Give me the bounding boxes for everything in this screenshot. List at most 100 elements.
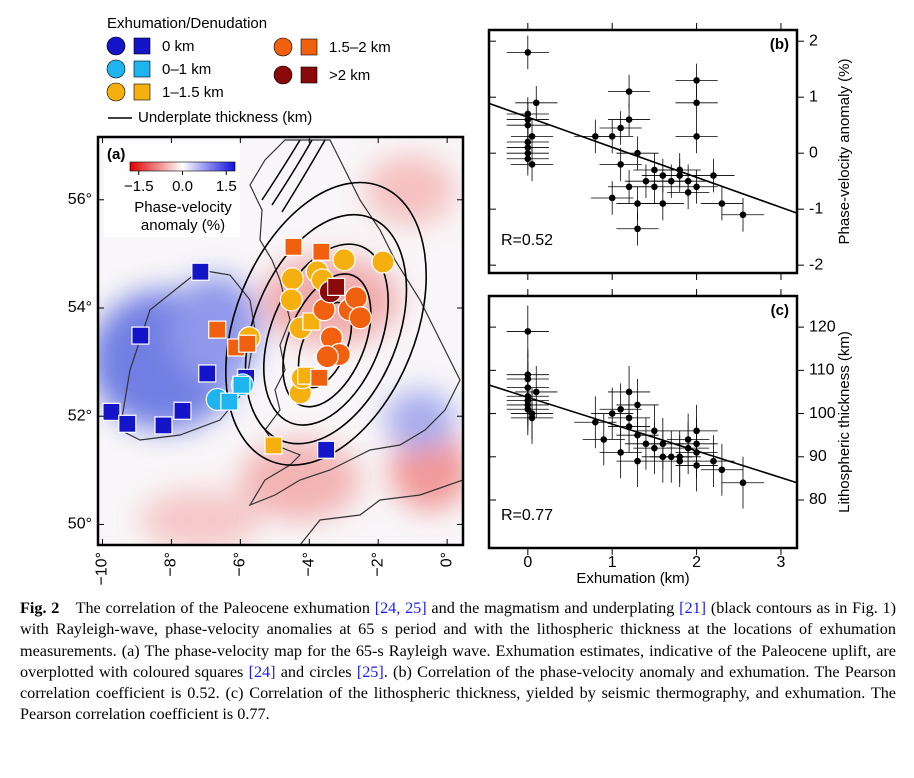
site-square xyxy=(118,414,137,433)
site-square xyxy=(191,262,210,281)
site-square xyxy=(327,277,346,296)
lon-tick-label: −4° xyxy=(300,552,317,577)
point xyxy=(625,183,633,191)
legend-square xyxy=(133,60,151,78)
point xyxy=(608,410,616,417)
point xyxy=(625,116,633,123)
point xyxy=(608,194,616,202)
y-tick-label: 90 xyxy=(809,448,827,465)
legend-label: 1.5–2 km xyxy=(329,39,391,56)
site-square xyxy=(154,416,173,435)
colorbar-title: Phase-velocity xyxy=(134,199,232,216)
legend-circle xyxy=(106,82,126,102)
x-axis-label: Exhumation (km) xyxy=(576,570,689,587)
point xyxy=(739,211,747,219)
map-frame xyxy=(96,135,465,547)
point xyxy=(617,449,624,456)
colorbar-title: anomaly (%) xyxy=(141,217,225,234)
citation: [24] xyxy=(248,662,276,681)
colorbar xyxy=(129,161,236,172)
site-markers xyxy=(102,237,395,459)
legend-circle xyxy=(106,36,126,56)
colorbar-tick-label: −1.5 xyxy=(124,178,154,195)
point xyxy=(634,225,641,233)
legend-label: 0 km xyxy=(162,38,195,55)
lat-tick-label: 56° xyxy=(68,191,92,208)
point xyxy=(617,405,624,413)
point xyxy=(710,457,717,465)
point xyxy=(528,161,536,168)
colorbar-box xyxy=(104,141,240,237)
lon-tick-label: −6° xyxy=(232,552,249,577)
fit-line xyxy=(488,384,798,484)
y-tick-label: -2 xyxy=(809,256,823,273)
caption-text: (black contours as in Fig. 1) with Rayle… xyxy=(20,599,897,681)
site-square xyxy=(310,368,329,387)
legend-square xyxy=(300,66,318,84)
site-square xyxy=(198,364,217,383)
point xyxy=(659,200,667,207)
y-tick-label: 0 xyxy=(809,144,818,161)
point xyxy=(532,99,540,107)
y-tick-label: 110 xyxy=(809,362,835,379)
point xyxy=(739,479,747,487)
caption-label: Fig. 2 xyxy=(20,599,60,617)
point xyxy=(617,124,624,132)
point xyxy=(718,200,726,207)
point xyxy=(693,462,700,469)
figure: (a) Phase-velocity anomaly (%) Exhumatio… xyxy=(68,15,853,587)
legend-circle xyxy=(273,65,293,85)
lon-tick-label: −2° xyxy=(369,552,386,577)
y-tick-label: 100 xyxy=(809,405,836,422)
annotation: R=0.52 xyxy=(501,232,553,249)
point xyxy=(532,388,540,396)
y-tick-label: 120 xyxy=(809,318,836,335)
citation: [21] xyxy=(679,599,707,617)
legend-label: 0–1 km xyxy=(162,61,211,78)
site-square xyxy=(238,334,257,353)
site-square xyxy=(102,402,121,421)
point xyxy=(625,88,633,95)
site-square xyxy=(131,326,150,345)
point xyxy=(617,161,624,168)
site-square xyxy=(173,401,192,420)
legend-circle xyxy=(273,37,293,57)
site-square xyxy=(317,440,336,459)
legend-label: >2 km xyxy=(329,67,370,84)
caption-text: and circles xyxy=(275,662,357,681)
colorbar-tick-label: 1.5 xyxy=(216,178,237,195)
point xyxy=(684,189,692,196)
annotation: R=0.77 xyxy=(501,507,553,524)
panel-label: (c) xyxy=(771,302,789,319)
legend-square xyxy=(133,83,151,101)
point xyxy=(528,414,536,422)
site-square xyxy=(312,242,331,261)
point xyxy=(651,183,658,191)
point xyxy=(642,177,650,185)
point xyxy=(676,172,684,179)
site-circle xyxy=(279,288,303,312)
point xyxy=(524,110,532,118)
site-square xyxy=(232,375,251,394)
point xyxy=(608,133,616,140)
point xyxy=(718,466,726,474)
point xyxy=(634,431,641,439)
point xyxy=(659,453,667,461)
y-tick-label: -1 xyxy=(809,200,823,217)
point xyxy=(625,388,633,396)
point xyxy=(634,401,641,409)
point xyxy=(693,133,700,140)
point xyxy=(524,371,532,378)
panel-label: (b) xyxy=(770,36,789,53)
point xyxy=(693,77,700,84)
site-circle xyxy=(344,286,368,310)
site-square xyxy=(264,436,283,455)
point xyxy=(684,436,692,443)
point xyxy=(524,49,532,56)
lat-tick-label: 52° xyxy=(68,407,92,424)
y-tick-label: 80 xyxy=(809,491,827,508)
point xyxy=(693,99,700,107)
panel-label: (a) xyxy=(107,146,125,163)
y-axis-label: Lithospheric thickness (km) xyxy=(836,331,853,513)
